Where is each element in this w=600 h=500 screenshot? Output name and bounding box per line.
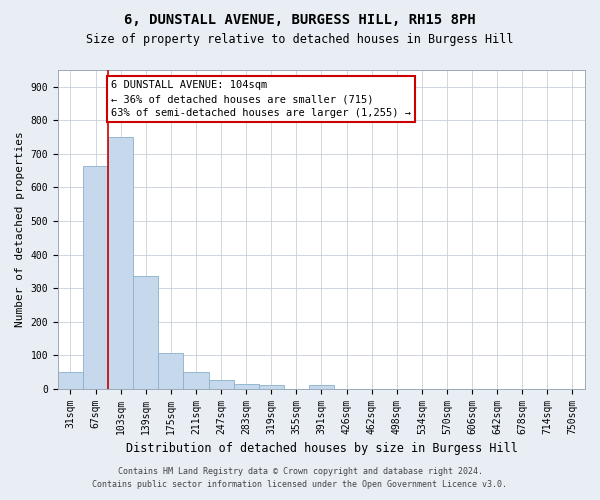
X-axis label: Distribution of detached houses by size in Burgess Hill: Distribution of detached houses by size …: [125, 442, 517, 455]
Bar: [209, 380, 233, 388]
Bar: [158, 354, 184, 388]
Bar: [233, 384, 259, 388]
Bar: [309, 386, 334, 388]
Bar: [259, 384, 284, 388]
Text: 6, DUNSTALL AVENUE, BURGESS HILL, RH15 8PH: 6, DUNSTALL AVENUE, BURGESS HILL, RH15 8…: [124, 12, 476, 26]
Bar: [58, 372, 83, 388]
Text: Contains HM Land Registry data © Crown copyright and database right 2024.
Contai: Contains HM Land Registry data © Crown c…: [92, 467, 508, 489]
Bar: [108, 137, 133, 388]
Text: 6 DUNSTALL AVENUE: 104sqm
← 36% of detached houses are smaller (715)
63% of semi: 6 DUNSTALL AVENUE: 104sqm ← 36% of detac…: [111, 80, 411, 118]
Text: Size of property relative to detached houses in Burgess Hill: Size of property relative to detached ho…: [86, 32, 514, 46]
Bar: [184, 372, 209, 388]
Bar: [83, 166, 108, 388]
Bar: [133, 276, 158, 388]
Y-axis label: Number of detached properties: Number of detached properties: [15, 132, 25, 327]
